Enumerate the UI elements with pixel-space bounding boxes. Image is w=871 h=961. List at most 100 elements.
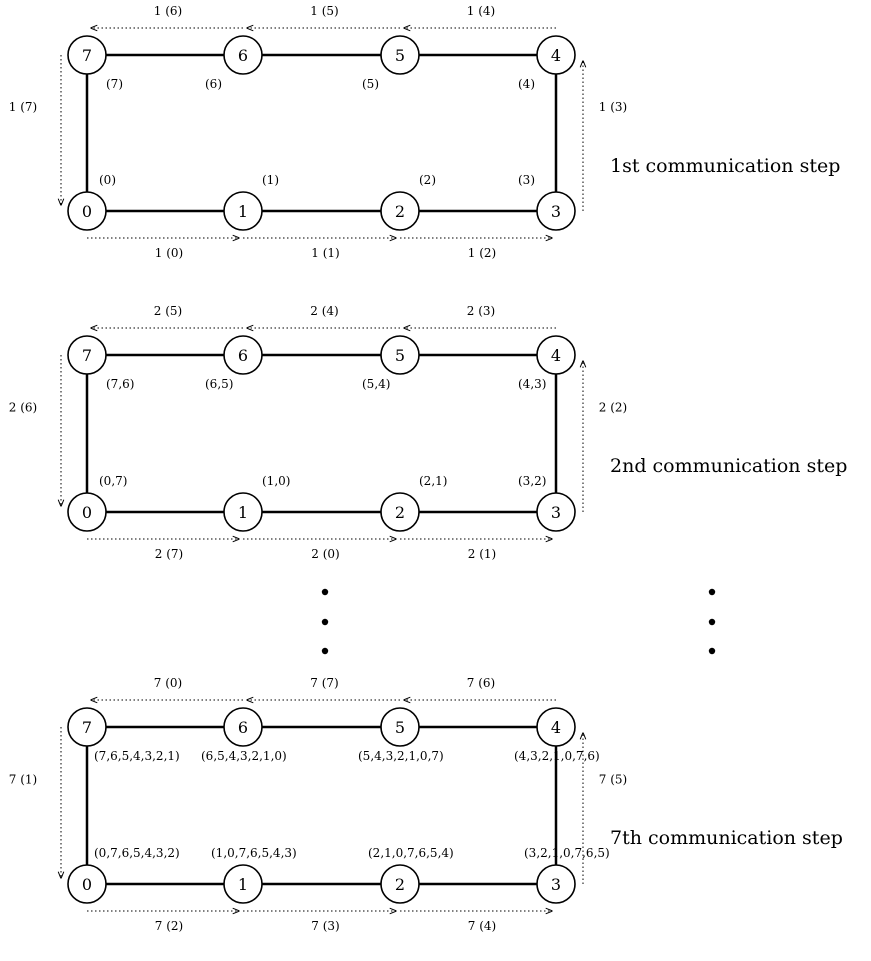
ellipsis-dot <box>708 588 716 596</box>
held-data-bottom: (3) <box>518 173 535 187</box>
communication-step-2: 2 (5) 2 (4) 2 (3) 2 (7) 2 (0) 2 (1) 2 (6) 2 (2)… <box>9 304 848 561</box>
ring-node-label: 2 <box>395 875 405 894</box>
ring-node-label: 6 <box>238 718 248 737</box>
held-data-bottom: (0,7) <box>99 474 127 488</box>
step-title: 2nd communication step <box>610 455 847 477</box>
ring-node-5 <box>380 335 420 375</box>
held-data-bottom: (2,1) <box>419 474 447 488</box>
held-data-bottom: (2) <box>419 173 436 187</box>
message-label-bottom: 7 (4) <box>468 919 496 933</box>
message-label-top: 7 (6) <box>467 676 495 690</box>
ring-node-4 <box>536 35 576 75</box>
held-data-top: (7,6,5,4,3,2,1) <box>94 749 180 763</box>
held-data-top: (5,4) <box>362 377 390 391</box>
ring-node-1 <box>223 864 263 904</box>
held-data-bottom: (0) <box>99 173 116 187</box>
message-label-left: 2 (6) <box>9 401 37 415</box>
held-data-bottom: (3,2) <box>518 474 546 488</box>
ring-node-label: 0 <box>82 875 92 894</box>
ring-node-label: 2 <box>395 503 405 522</box>
message-label-top: 1 (6) <box>154 4 182 18</box>
message-label-bottom: 2 (1) <box>468 547 496 561</box>
ring-node-7 <box>67 707 107 747</box>
ring-node-2 <box>380 492 420 532</box>
ring-node-label: 7 <box>82 346 92 365</box>
ring-node-label: 5 <box>395 46 405 65</box>
held-data-top: (7) <box>106 77 123 91</box>
ring-node-2 <box>380 864 420 904</box>
held-data-bottom: (1) <box>262 173 279 187</box>
ring-node-0 <box>67 492 107 532</box>
ellipsis-dot <box>321 618 329 626</box>
step-title: 1st communication step <box>610 155 840 177</box>
ellipsis-dot <box>321 588 329 596</box>
held-data-top: (4,3) <box>518 377 546 391</box>
message-label-top: 2 (4) <box>310 304 338 318</box>
ring-node-label: 3 <box>551 503 561 522</box>
ring-node-6 <box>223 35 263 75</box>
message-label-bottom: 7 (3) <box>311 919 339 933</box>
ring-node-1 <box>223 492 263 532</box>
held-data-top: (5,4,3,2,1,0,7) <box>358 749 444 763</box>
ring-node-7 <box>67 335 107 375</box>
ring-node-label: 7 <box>82 718 92 737</box>
ring-node-label: 4 <box>551 346 561 365</box>
ring-node-label: 0 <box>82 202 92 221</box>
held-data-bottom: (2,1,0,7,6,5,4) <box>368 846 454 860</box>
message-label-top: 7 (0) <box>154 676 182 690</box>
ring-node-6 <box>223 335 263 375</box>
held-data-bottom: (3,2,1,0,7,6,5) <box>524 846 610 860</box>
ring-node-7 <box>67 35 107 75</box>
held-data-top: (4,3,2,1,0,7,6) <box>514 749 600 763</box>
ring-node-6 <box>223 707 263 747</box>
held-data-bottom: (1,0,7,6,5,4,3) <box>211 846 297 860</box>
message-label-top: 2 (5) <box>154 304 182 318</box>
ring-node-label: 1 <box>238 875 248 894</box>
ring-node-label: 6 <box>238 46 248 65</box>
held-data-bottom: (0,7,6,5,4,3,2) <box>94 846 180 860</box>
message-label-top: 1 (4) <box>467 4 495 18</box>
ring-node-label: 6 <box>238 346 248 365</box>
ring-node-label: 0 <box>82 503 92 522</box>
ring-node-3 <box>536 492 576 532</box>
ring-node-label: 7 <box>82 46 92 65</box>
ring-node-label: 1 <box>238 202 248 221</box>
ring-node-label: 5 <box>395 346 405 365</box>
ring-node-4 <box>536 707 576 747</box>
message-label-bottom: 1 (1) <box>311 246 339 260</box>
held-data-bottom: (1,0) <box>262 474 290 488</box>
ring-node-0 <box>67 864 107 904</box>
ring-node-label: 3 <box>551 202 561 221</box>
ring-node-label: 3 <box>551 875 561 894</box>
message-label-top: 1 (5) <box>310 4 338 18</box>
message-label-left: 1 (7) <box>9 100 37 114</box>
held-data-top: (4) <box>518 77 535 91</box>
ring-node-1 <box>223 191 263 231</box>
step-title: 7th communication step <box>610 827 843 849</box>
message-label-top: 2 (3) <box>467 304 495 318</box>
ring-node-label: 4 <box>551 46 561 65</box>
message-label-bottom: 2 (7) <box>155 547 183 561</box>
ellipsis-dot <box>321 647 329 655</box>
message-label-right: 2 (2) <box>599 401 627 415</box>
held-data-top: (6,5,4,3,2,1,0) <box>201 749 287 763</box>
ring-node-2 <box>380 191 420 231</box>
ring-node-label: 5 <box>395 718 405 737</box>
ring-node-3 <box>536 191 576 231</box>
held-data-top: (6,5) <box>205 377 233 391</box>
ring-node-5 <box>380 35 420 75</box>
message-label-top: 7 (7) <box>310 676 338 690</box>
ring-node-label: 2 <box>395 202 405 221</box>
message-label-left: 7 (1) <box>9 773 37 787</box>
message-label-right: 7 (5) <box>599 773 627 787</box>
ellipsis-dots <box>321 588 716 655</box>
held-data-top: (7,6) <box>106 377 134 391</box>
ellipsis-dot <box>708 618 716 626</box>
message-label-bottom: 1 (0) <box>155 246 183 260</box>
ring-node-label: 1 <box>238 503 248 522</box>
ring-node-4 <box>536 335 576 375</box>
communication-step-1: 1 (6) 1 (5) 1 (4) 1 (0) 1 (1) 1 (2) 1 (7) 1 (3)… <box>9 4 841 260</box>
ring-node-3 <box>536 864 576 904</box>
ring-node-0 <box>67 191 107 231</box>
